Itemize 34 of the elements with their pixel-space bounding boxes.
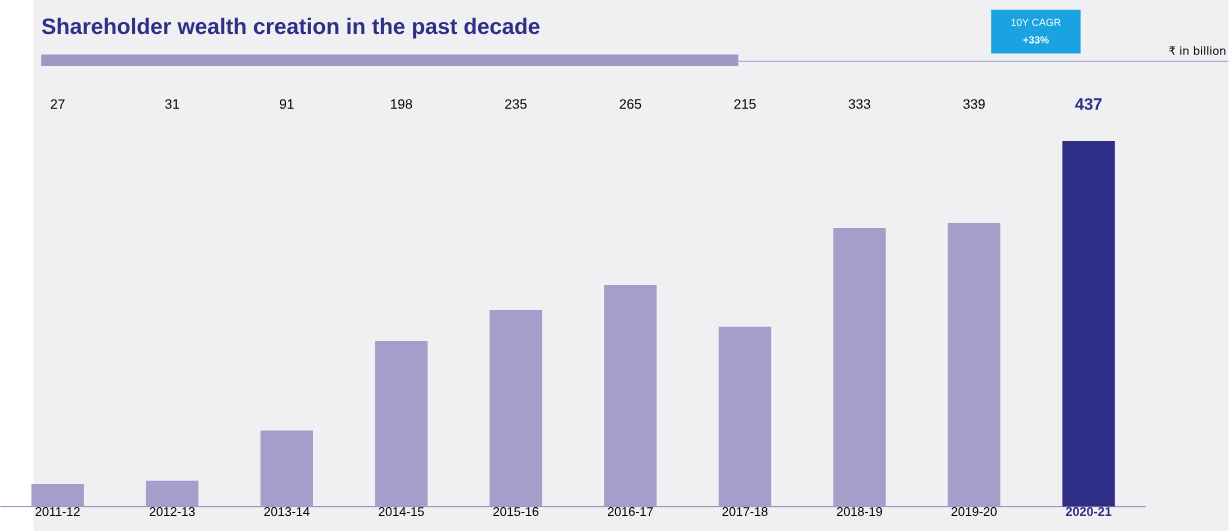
x-tick-label: 2014-15	[378, 507, 424, 517]
x-tick-label: 2019-20	[951, 507, 997, 517]
data-label: 437	[1075, 98, 1102, 110]
data-label: 235	[505, 99, 527, 109]
x-tick-label: 2018-19	[837, 507, 883, 517]
x-tick-label: 2013-14	[264, 507, 310, 517]
data-label: 265	[619, 99, 642, 109]
x-tick-label: 2016-17	[607, 507, 653, 517]
bar	[1062, 141, 1115, 507]
data-label: 31	[165, 99, 180, 109]
bar	[260, 430, 314, 507]
bar	[833, 228, 886, 507]
x-tick-label: 2012-13	[149, 507, 195, 517]
chart-title: Shareholder wealth creation in the past decade	[41, 17, 540, 39]
data-label: 215	[734, 99, 756, 109]
bar	[375, 340, 428, 507]
text: +33%	[1023, 36, 1049, 44]
text: 10Y CAGR	[1011, 18, 1061, 26]
x-tick-label: 2020-21	[1065, 507, 1112, 517]
data-label: 91	[279, 99, 294, 109]
bar	[947, 223, 1001, 507]
text: ₹ in billion	[1169, 46, 1226, 55]
data-label: 27	[50, 99, 65, 109]
bar	[31, 484, 84, 507]
x-tick-label: 2017-18	[722, 507, 768, 517]
data-label: 333	[848, 99, 871, 109]
bar	[145, 480, 199, 507]
data-label: 339	[963, 99, 985, 109]
data-label: 198	[391, 99, 413, 109]
bar	[489, 310, 543, 507]
bar	[718, 326, 772, 507]
x-tick-label: 2011-12	[35, 507, 80, 517]
x-tick-label: 2015-16	[493, 507, 539, 517]
bar	[604, 284, 657, 507]
